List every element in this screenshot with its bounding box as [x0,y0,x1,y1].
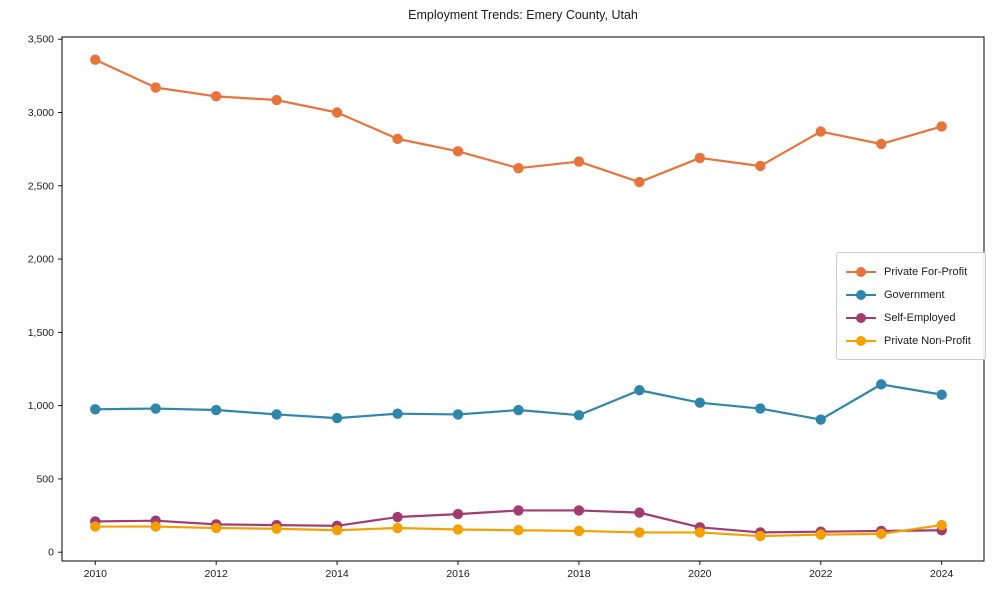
data-point-government-2022 [815,414,826,425]
data-point-private-for-profit-2022 [815,126,826,137]
y-tick-label: 1,500 [28,327,54,339]
data-point-private-non-profit-2010 [90,521,101,532]
data-point-private-non-profit-2015 [392,522,403,534]
x-tick-label: 2024 [930,568,954,580]
data-point-government-2023 [876,379,887,390]
legend-item-government: Government [846,283,977,306]
data-point-private-for-profit-2018 [573,156,585,167]
y-tick-label: 0 [48,547,54,559]
data-point-private-for-profit-2010 [90,54,101,65]
data-point-private-non-profit-2021 [755,530,766,542]
data-point-government-2010 [90,404,101,415]
data-point-private-for-profit-2014 [331,107,343,118]
y-tick-label: 3,000 [28,107,54,119]
data-point-government-2016 [452,409,464,420]
data-point-private-non-profit-2022 [815,529,826,540]
data-point-private-non-profit-2014 [331,525,343,536]
legend-label: Private Non-Profit [884,334,971,347]
data-point-government-2011 [150,403,161,414]
data-point-self-employed-2017 [513,505,524,516]
legend-marker-line-dot-icon [846,335,876,346]
data-point-private-for-profit-2019 [634,176,645,188]
data-point-private-for-profit-2016 [452,146,464,157]
x-tick-label: 2012 [204,568,228,580]
data-point-private-non-profit-2020 [694,527,706,538]
legend-item-private-for-profit: Private For-Profit [846,260,977,283]
data-point-private-for-profit-2012 [210,91,222,102]
y-tick-label: 500 [36,473,54,485]
x-tick-label: 2022 [809,568,833,580]
x-tick-label: 2018 [567,568,591,580]
data-point-private-non-profit-2013 [271,523,282,534]
data-point-private-for-profit-2020 [694,152,706,164]
data-point-private-for-profit-2015 [392,133,403,145]
data-point-government-2021 [755,403,766,414]
data-point-private-non-profit-2024 [936,519,947,531]
chart-title: Employment Trends: Emery County, Utah [408,8,638,22]
data-point-self-employed-2016 [452,508,464,520]
data-point-private-non-profit-2012 [210,522,222,534]
data-point-self-employed-2018 [573,505,585,516]
data-point-self-employed-2019 [634,507,645,518]
y-tick-label: 2,000 [28,254,54,266]
legend-item-private-non-profit: Private Non-Profit [846,329,977,352]
x-tick-label: 2010 [84,568,108,580]
data-point-private-non-profit-2019 [634,527,645,538]
data-point-private-for-profit-2017 [513,162,524,174]
data-point-private-non-profit-2018 [573,525,585,537]
legend-marker-line-dot-icon [846,266,876,277]
legend-marker-line-dot-icon [846,312,876,323]
data-point-private-for-profit-2024 [936,121,947,132]
data-point-government-2024 [936,389,947,400]
data-point-government-2017 [513,404,524,416]
data-point-government-2019 [634,385,645,396]
data-point-government-2015 [392,408,403,419]
data-point-private-for-profit-2013 [271,94,282,106]
legend-label: Self-Employed [884,311,956,324]
legend-label: Private For-Profit [884,265,968,278]
data-point-self-employed-2015 [392,511,403,523]
x-tick-label: 2014 [325,568,349,580]
data-point-government-2020 [694,397,706,408]
data-point-private-non-profit-2023 [876,528,887,540]
data-point-private-for-profit-2021 [755,160,766,172]
data-point-private-non-profit-2017 [513,525,524,536]
legend: Private For-Profit Government Self-Emplo… [836,252,986,360]
data-point-private-for-profit-2011 [150,82,161,93]
legend-label: Government [884,288,945,301]
data-point-private-non-profit-2016 [452,524,464,535]
y-tick-label: 2,500 [28,180,54,192]
x-tick-label: 2016 [446,568,470,580]
legend-item-self-employed: Self-Employed [846,306,977,329]
data-point-government-2012 [210,404,222,416]
legend-marker-line-dot-icon [846,289,876,300]
data-point-private-for-profit-2023 [876,138,887,150]
data-point-government-2018 [573,409,585,421]
data-point-private-non-profit-2011 [150,521,161,532]
data-point-government-2013 [271,409,282,420]
y-tick-label: 1,000 [28,400,54,412]
data-point-government-2014 [331,412,343,424]
x-tick-label: 2020 [688,568,712,580]
y-tick-label: 3,500 [28,34,54,46]
